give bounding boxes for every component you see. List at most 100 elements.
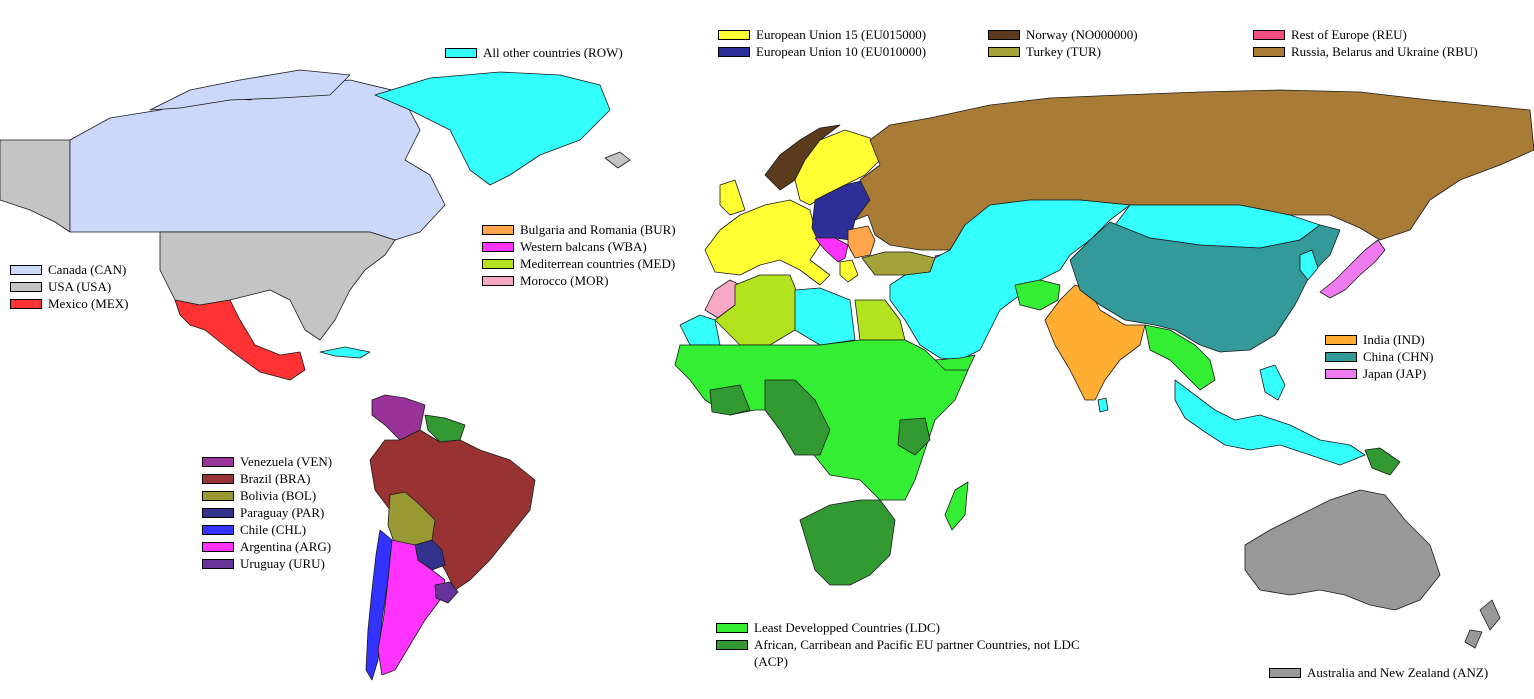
swatch-india — [1325, 335, 1357, 345]
legend-item-mexico: Mexico (MEX) — [10, 295, 129, 312]
legend-south-america: Venezuela (VEN) Brazil (BRA) Bolivia (BO… — [202, 453, 332, 572]
region-philippines — [1259, 364, 1286, 401]
swatch-brazil — [202, 474, 234, 484]
legend-africa: Least Developped Countries (LDC) African… — [716, 619, 1114, 670]
swatch-reu — [1253, 30, 1285, 40]
legend-row: All other countries (ROW) — [445, 44, 623, 61]
region-new-zealand — [1464, 599, 1501, 649]
legend-item-turkey: Turkey (TUR) — [988, 43, 1138, 60]
swatch-bolivia — [202, 491, 234, 501]
region-norway — [764, 124, 841, 191]
swatch-row — [445, 48, 477, 58]
region-australia — [1244, 489, 1441, 611]
region-africa-acp-central — [764, 379, 831, 456]
legend-europe-c: Rest of Europe (REU) Russia, Belarus and… — [1253, 26, 1478, 60]
legend-item-venezuela: Venezuela (VEN) — [202, 453, 332, 470]
region-china — [1069, 221, 1341, 353]
legend-item-argentina: Argentina (ARG) — [202, 538, 332, 555]
region-canada — [69, 79, 446, 241]
swatch-mexico — [10, 299, 42, 309]
swatch-uruguay — [202, 559, 234, 569]
legend-item-china: China (CHN) — [1325, 348, 1433, 365]
swatch-chile — [202, 525, 234, 535]
region-turkey — [861, 251, 936, 276]
legend-item-med: Mediterrean countries (MED) — [482, 255, 676, 272]
legend-item-acp: African, Carribean and Pacific EU partne… — [716, 636, 1114, 670]
legend-north-america: Canada (CAN) USA (USA) Mexico (MEX) — [10, 261, 129, 312]
legend-item-anz: Australia and New Zealand (ANZ) — [1269, 664, 1488, 681]
region-greece — [839, 259, 859, 283]
region-west-sahara — [679, 314, 721, 346]
swatch-eu10 — [718, 47, 750, 57]
swatch-ldc — [716, 623, 748, 633]
region-madagascar — [944, 481, 969, 531]
legend-europe-a: European Union 15 (EU015000) European Un… — [718, 26, 926, 60]
region-png — [1364, 447, 1401, 476]
region-iceland — [604, 151, 631, 169]
legend-item-japan: Japan (JAP) — [1325, 365, 1433, 382]
region-central-asia — [889, 199, 1131, 361]
region-afghanistan — [1014, 279, 1061, 311]
region-africa-acp-east — [897, 417, 931, 456]
swatch-bur — [482, 225, 514, 235]
legend-item-eu10: European Union 10 (EU010000) — [718, 43, 926, 60]
legend-item-rbu: Russia, Belarus and Ukraine (RBU) — [1253, 43, 1478, 60]
region-mexico — [174, 299, 306, 381]
region-africa-acp-west — [709, 384, 751, 416]
legend-item-row: All other countries (ROW) — [445, 44, 623, 61]
legend-item-canada: Canada (CAN) — [10, 261, 129, 278]
region-med-maghreb — [714, 274, 801, 346]
region-japan — [1319, 239, 1386, 299]
legend-item-ldc: Least Developped Countries (LDC) — [716, 619, 1114, 636]
region-rbu — [854, 89, 1534, 251]
legend-item-bur: Bulgaria and Romania (BUR) — [482, 221, 676, 238]
legend-item-norway: Norway (NO000000) — [988, 26, 1138, 43]
region-alaska — [0, 139, 71, 233]
legend-item-reu: Rest of Europe (REU) — [1253, 26, 1478, 43]
swatch-china — [1325, 352, 1357, 362]
swatch-japan — [1325, 369, 1357, 379]
swatch-mor — [482, 276, 514, 286]
swatch-turkey — [988, 47, 1020, 57]
region-africa-south — [799, 499, 896, 586]
swatch-canada — [10, 265, 42, 275]
region-eu15-north — [794, 129, 881, 206]
region-bur — [847, 225, 876, 259]
region-uruguay — [434, 581, 459, 604]
swatch-anz — [1269, 668, 1301, 678]
swatch-acp — [716, 640, 748, 650]
legend-asia: India (IND) China (CHN) Japan (JAP) — [1325, 331, 1433, 382]
region-western-balkans — [814, 237, 849, 263]
region-canada-islands — [149, 69, 351, 111]
swatch-argentina — [202, 542, 234, 552]
legend-item-paraguay: Paraguay (PAR) — [202, 504, 332, 521]
region-egypt — [854, 299, 906, 341]
region-se-asia-row — [1174, 379, 1366, 466]
region-libya — [794, 287, 856, 346]
legend-europe-b: Norway (NO000000) Turkey (TUR) — [988, 26, 1138, 60]
swatch-med — [482, 259, 514, 269]
region-eu15-main — [704, 199, 831, 286]
region-korea — [1299, 249, 1319, 281]
legend-item-brazil: Brazil (BRA) — [202, 470, 332, 487]
swatch-wba — [482, 242, 514, 252]
region-sri-lanka — [1097, 397, 1109, 413]
legend-item-chile: Chile (CHL) — [202, 521, 332, 538]
legend-item-mor: Morocco (MOR) — [482, 272, 676, 289]
swatch-usa — [10, 282, 42, 292]
legend-item-uruguay: Uruguay (URU) — [202, 555, 332, 572]
region-se-asia-ldc — [1144, 324, 1216, 391]
legend-item-bolivia: Bolivia (BOL) — [202, 487, 332, 504]
swatch-venezuela — [202, 457, 234, 467]
region-argentina — [377, 539, 446, 676]
legend-item-wba: Western balcans (WBA) — [482, 238, 676, 255]
legend-item-india: India (IND) — [1325, 331, 1433, 348]
swatch-rbu — [1253, 47, 1285, 57]
legend-oceania: Australia and New Zealand (ANZ) — [1269, 664, 1488, 681]
region-uk — [719, 179, 746, 216]
legend-mediterranean: Bulgaria and Romania (BUR) Western balca… — [482, 221, 676, 289]
region-caribbean — [319, 346, 371, 359]
legend-item-eu15: European Union 15 (EU015000) — [718, 26, 926, 43]
legend-item-usa: USA (USA) — [10, 278, 129, 295]
